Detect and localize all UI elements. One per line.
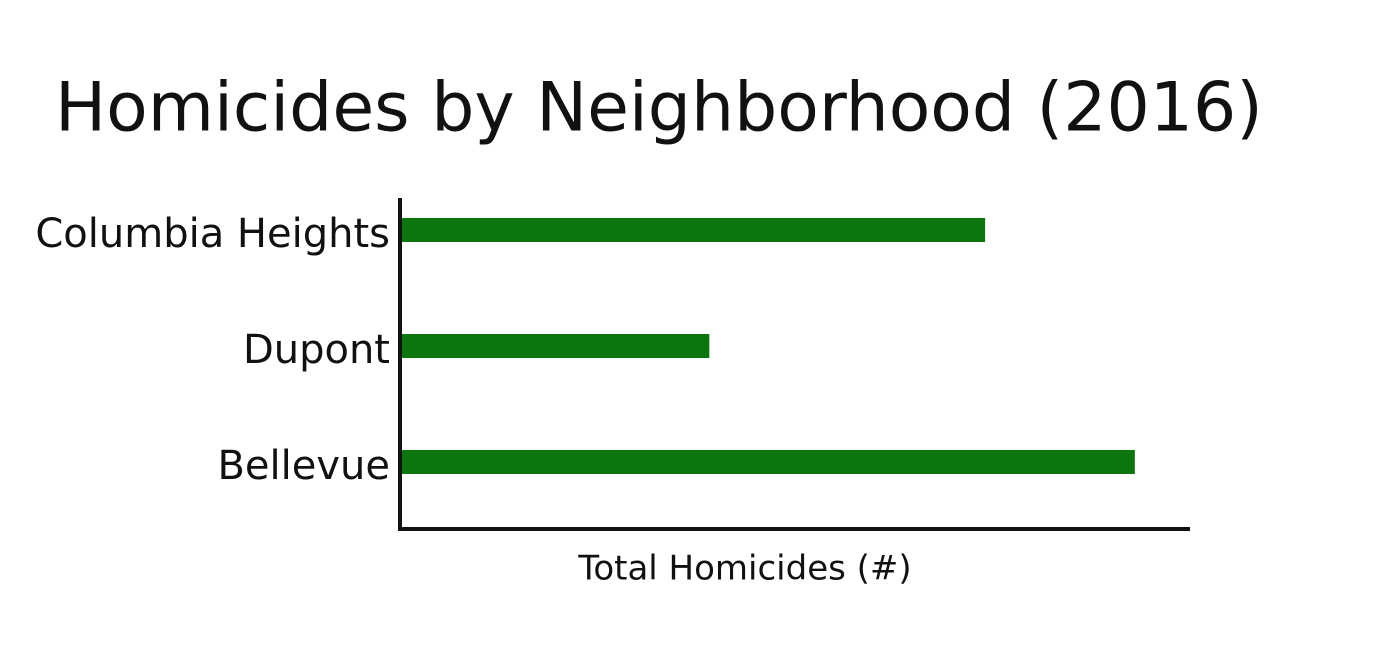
x-axis-label: Total Homicides (#) <box>577 549 911 589</box>
bar <box>402 334 710 358</box>
y-tick-label: Dupont <box>243 327 390 373</box>
bar <box>402 450 1135 474</box>
bar <box>402 218 986 242</box>
y-tick-label: Columbia Heights <box>35 211 390 257</box>
y-tick-label: Bellevue <box>217 443 390 489</box>
chart-title: Homicides by Neighborhood (2016) <box>55 69 1263 148</box>
